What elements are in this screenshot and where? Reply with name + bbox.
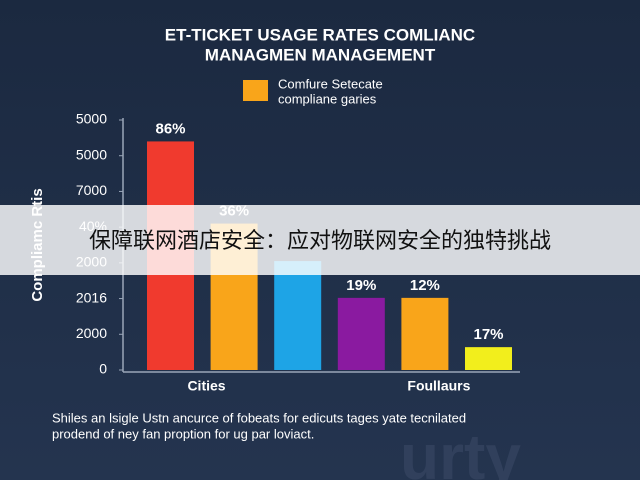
data-label: 12%	[410, 277, 440, 294]
y-tick-label: 5000	[76, 146, 107, 162]
legend-label: Comfure Setecate	[278, 76, 383, 91]
chart-title: ET-TICKET USAGE RATES COMLIANC	[165, 25, 475, 44]
bar	[274, 261, 322, 370]
y-tick-label: 5000	[76, 111, 107, 127]
y-tick-label: 2000	[76, 325, 107, 341]
watermark: urty	[400, 421, 521, 480]
x-tick-label: Cities	[187, 378, 225, 394]
footnote: prodend of ney fan proption for ug par l…	[52, 426, 314, 441]
legend-label: compliane garies	[278, 91, 377, 106]
bar	[337, 297, 385, 370]
y-tick-label: 7000	[76, 182, 107, 198]
legend-swatch	[243, 80, 268, 101]
y-tick-label: 2016	[76, 289, 107, 305]
data-label: 17%	[473, 326, 503, 343]
data-label: 19%	[346, 277, 376, 294]
banner-text: 保障联网酒店安全：应对物联网安全的独特挑战	[89, 229, 551, 254]
bar	[465, 347, 512, 370]
bar	[401, 297, 449, 370]
banner-background	[0, 205, 640, 275]
footnote: Shiles an lsigle Ustn ancurce of fobeats…	[52, 410, 466, 425]
data-label: 86%	[155, 120, 185, 137]
chart-title: MANAGMEN MANAGEMENT	[205, 45, 436, 64]
x-tick-label: Foullaurs	[407, 378, 470, 394]
y-tick-label: 0	[99, 361, 107, 377]
